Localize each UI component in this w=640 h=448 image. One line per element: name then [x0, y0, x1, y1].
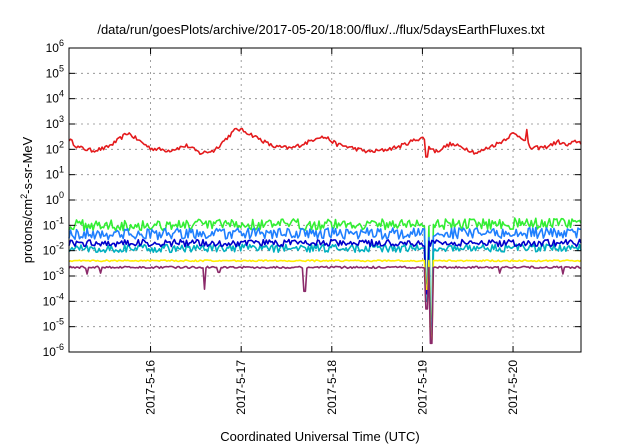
series-line: [68, 226, 581, 328]
y-axis-label: protons/cm2-s-sr-MeV: [19, 136, 35, 263]
chart-title: /data/run/goesPlots/archive/2017-05-20/1…: [97, 22, 545, 37]
x-tick-label: 2017-5-20: [506, 360, 520, 415]
y-tick-label: 10-1: [43, 215, 64, 232]
y-tick-label: 104: [46, 89, 64, 106]
grid: [69, 48, 581, 352]
x-axis-ticks: 2017-5-16 2017-5-17 2017-5-18 2017-5-19 2017…: [144, 48, 520, 415]
series-line: [68, 265, 581, 345]
series-line: [68, 217, 582, 320]
x-axis-label: Coordinated Universal Time (UTC): [220, 429, 419, 444]
x-tick-label: 2017-5-16: [144, 360, 158, 415]
y-axis-label-sup: 2: [19, 194, 29, 199]
x-tick-label: 2017-5-19: [415, 360, 429, 415]
y-tick-label: 10-5: [43, 317, 64, 334]
series-line: [68, 127, 582, 158]
series-line: [68, 243, 582, 336]
x-tick-label: 2017-5-17: [234, 360, 248, 415]
series-line: [68, 238, 582, 295]
y-tick-label: 102: [46, 139, 64, 156]
y-tick-label: 103: [46, 114, 64, 131]
y-tick-label: 10-3: [43, 266, 64, 283]
y-tick-label: 10-4: [43, 291, 64, 308]
y-tick-label: 10-6: [43, 342, 64, 359]
y-axis-ticks: 10-6 10-5 10-4 10-3 10-2 10-1 100 101 102 103 104 1…: [43, 38, 581, 359]
plot-frame: [68, 47, 582, 353]
y-tick-label: 105: [46, 63, 64, 80]
x-tick-label: 2017-5-18: [325, 360, 339, 415]
y-tick-label: 106: [46, 38, 64, 55]
series-layer: [68, 127, 582, 345]
y-axis-label-post: -s-sr-MeV: [20, 136, 35, 193]
y-tick-label: 100: [46, 190, 64, 207]
y-tick-label: 10-2: [43, 241, 64, 258]
series-line: [68, 259, 582, 341]
y-tick-label: 101: [46, 165, 64, 182]
y-axis-label-pre: protons/cm: [20, 199, 35, 263]
